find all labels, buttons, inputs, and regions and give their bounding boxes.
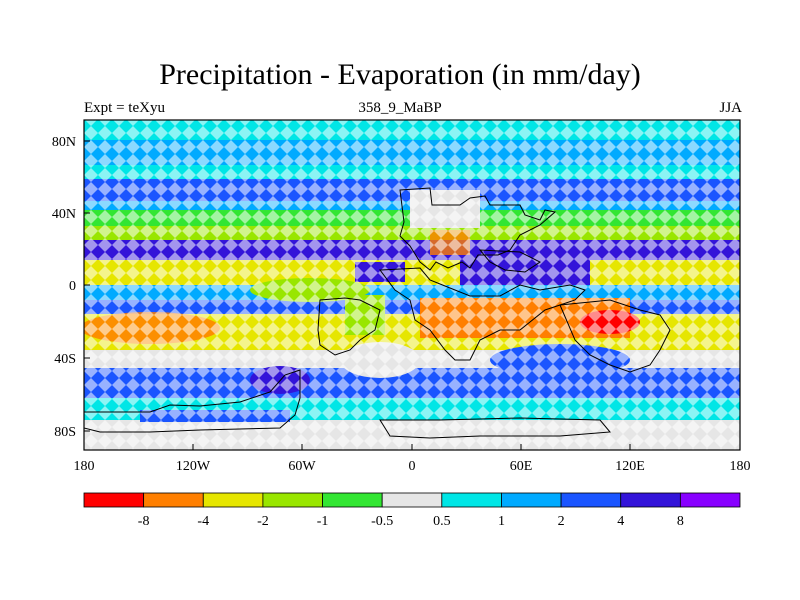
y-axis bbox=[84, 140, 90, 432]
colorbar-swatch bbox=[381, 492, 443, 508]
subtitle-right: JJA bbox=[719, 100, 742, 116]
x-tick-label: 120E bbox=[615, 459, 645, 474]
continent-outline bbox=[478, 249, 541, 273]
colorbar-swatch bbox=[322, 492, 383, 508]
y-tick-label: 40N bbox=[52, 207, 76, 222]
continent-outline bbox=[379, 417, 612, 439]
colorbar-label: 1 bbox=[498, 514, 505, 529]
colorbar-swatch bbox=[202, 492, 264, 508]
colorbar-swatch bbox=[143, 492, 204, 508]
colorbar-label: 0.5 bbox=[433, 514, 451, 529]
colorbar-swatch bbox=[679, 492, 741, 508]
x-tick-label: 0 bbox=[409, 459, 416, 474]
colorbar-label: 4 bbox=[617, 514, 624, 529]
colorbar-label: -8 bbox=[138, 514, 150, 529]
colorbar-swatch bbox=[83, 492, 145, 508]
colorbar-swatch bbox=[560, 492, 622, 508]
continent-outline bbox=[317, 297, 381, 356]
field-layer bbox=[84, 120, 740, 450]
x-tick-label: 60W bbox=[288, 459, 316, 474]
colorbar-label: 8 bbox=[677, 514, 684, 529]
colorbar-label: -0.5 bbox=[371, 514, 393, 529]
x-tick-label: 180 bbox=[74, 459, 95, 474]
subtitle-left: Expt = teXyu bbox=[84, 100, 165, 116]
continent-outline bbox=[379, 267, 586, 361]
x-axis bbox=[83, 444, 741, 450]
x-tick-label: 180 bbox=[730, 459, 751, 474]
colorbar-label: -2 bbox=[257, 514, 269, 529]
colorbar-label: 2 bbox=[558, 514, 565, 529]
colorbar: -8 -4 -2 -1 -0.5 0.5 1 2 4 8 bbox=[83, 492, 741, 529]
y-tick-label: 80S bbox=[54, 425, 76, 440]
colorbar-label: -4 bbox=[197, 514, 209, 529]
continent-outline bbox=[399, 187, 557, 271]
colorbar-swatch bbox=[501, 492, 562, 508]
y-tick-label: 0 bbox=[69, 279, 76, 294]
subtitle-center: 358_9_MaBP bbox=[358, 100, 442, 116]
plot-title: Precipitation - Evaporation (in mm/day) bbox=[159, 58, 641, 91]
y-tick-label: 40S bbox=[54, 352, 76, 367]
colorbar-swatch bbox=[620, 492, 681, 508]
colorbar-swatch bbox=[262, 492, 323, 508]
colorbar-label: -1 bbox=[317, 514, 329, 529]
y-tick-label: 80N bbox=[52, 135, 76, 150]
continent-outline bbox=[559, 299, 671, 373]
hatch-overlay bbox=[84, 120, 740, 450]
colorbar-swatch bbox=[441, 492, 502, 508]
x-tick-label: 60E bbox=[510, 459, 533, 474]
continent-outline bbox=[84, 369, 301, 433]
x-tick-label: 120W bbox=[176, 459, 211, 474]
